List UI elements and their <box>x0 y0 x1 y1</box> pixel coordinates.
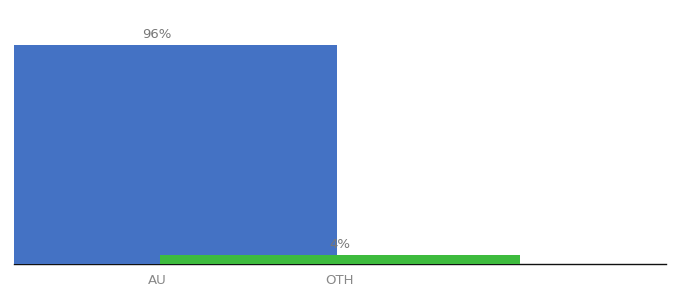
Text: 4%: 4% <box>330 238 350 251</box>
Bar <box>160 255 520 264</box>
Text: 96%: 96% <box>143 28 172 41</box>
Bar <box>0 45 337 264</box>
